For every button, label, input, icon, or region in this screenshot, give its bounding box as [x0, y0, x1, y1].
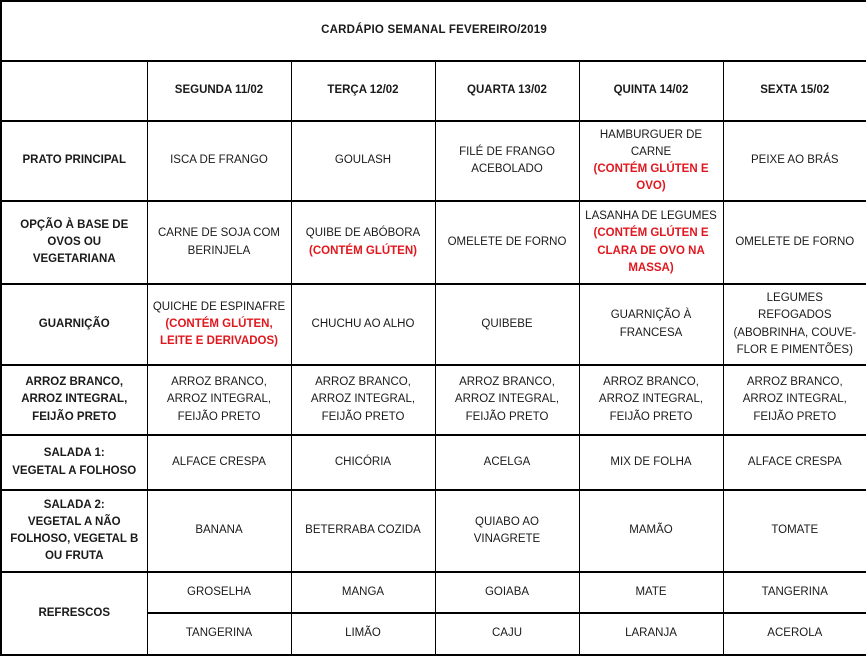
corner-cell — [0, 60, 148, 122]
menu-cell: GOULASH — [290, 120, 436, 202]
row-label-salada-2: SALADA 2: VEGETAL A NÃO FOLHOSO, VEGETAL … — [0, 489, 148, 573]
menu-cell: TOMATE — [722, 489, 866, 573]
menu-cell: MIX DE FOLHA — [578, 434, 724, 491]
menu-cell: OMELETE DE FORNO — [722, 200, 866, 285]
table-row: OPÇÃO À BASE DE OVOS OU VEGETARIANA CARN… — [0, 200, 866, 285]
menu-cell: ARROZ BRANCO, ARROZ INTEGRAL, FEIJÃO PRE… — [434, 364, 580, 436]
menu-cell: TANGERINA — [722, 571, 866, 614]
menu-cell: ARROZ BRANCO, ARROZ INTEGRAL, FEIJÃO PRE… — [722, 364, 866, 436]
menu-cell: ARROZ BRANCO, ARROZ INTEGRAL, FEIJÃO PRE… — [578, 364, 724, 436]
menu-cell: LASANHA DE LEGUMES (CONTÉM GLÚTEN E CLARA… — [578, 200, 724, 285]
column-header-terca: TERÇA 12/02 — [290, 60, 436, 122]
menu-cell: ALFACE CRESPA — [722, 434, 866, 491]
menu-cell: MAMÃO — [578, 489, 724, 573]
row-label-salada-1: SALADA 1: VEGETAL A FOLHOSO — [0, 434, 148, 491]
table-row: ARROZ BRANCO, ARROZ INTEGRAL, FEIJÃO PRE… — [0, 364, 866, 436]
column-header-quinta: QUINTA 14/02 — [578, 60, 724, 122]
menu-cell: ACEROLA — [722, 612, 866, 656]
table-row: REFRESCOS GROSELHA MANGA GOIABA MATE TAN… — [0, 571, 866, 656]
allergen-note: (CONTÉM GLÚTEN, LEITE E DERIVADOS) — [160, 317, 278, 348]
menu-cell: MATE — [578, 571, 724, 614]
column-header-quarta: QUARTA 13/02 — [434, 60, 580, 122]
column-header-sexta: SEXTA 15/02 — [722, 60, 866, 122]
header-row: SEGUNDA 11/02 TERÇA 12/02 QUARTA 13/02 Q… — [0, 60, 866, 122]
menu-cell: MANGA — [290, 571, 436, 614]
menu-cell: ARROZ BRANCO, ARROZ INTEGRAL, FEIJÃO PRE… — [290, 364, 436, 436]
table-row: SALADA 2: VEGETAL A NÃO FOLHOSO, VEGETAL … — [0, 489, 866, 573]
menu-cell: CHICÓRIA — [290, 434, 436, 491]
menu-cell: BETERRABA COZIDA — [290, 489, 436, 573]
menu-cell: GROSELHA — [146, 571, 292, 614]
menu-cell: OMELETE DE FORNO — [434, 200, 580, 285]
table-row: GUARNIÇÃO QUICHE DE ESPINAFRE (CONTÉM GLÚ… — [0, 283, 866, 366]
menu-cell: CAJU — [434, 612, 580, 656]
menu-cell: CARNE DE SOJA COM BERINJELA — [146, 200, 292, 285]
column-header-segunda: SEGUNDA 11/02 — [146, 60, 292, 122]
menu-cell: QUIABO AO VINAGRETE — [434, 489, 580, 573]
menu-cell: LIMÃO — [290, 612, 436, 656]
row-label-prato-principal: PRATO PRINCIPAL — [0, 120, 148, 202]
menu-cell: QUIBEBE — [434, 283, 580, 366]
allergen-note: (CONTÉM GLÚTEN) — [309, 244, 417, 257]
menu-cell: ACELGA — [434, 434, 580, 491]
menu-cell: QUIBE DE ABÓBORA (CONTÉM GLÚTEN) — [290, 200, 436, 285]
table-row: TANGERINA LIMÃO CAJU LARANJA ACEROLA — [1, 612, 866, 656]
row-label-guarnicao: GUARNIÇÃO — [0, 283, 148, 366]
menu-cell: PEIXE AO BRÁS — [722, 120, 866, 202]
table-row: SALADA 1: VEGETAL A FOLHOSO ALFACE CRESPA… — [0, 434, 866, 491]
row-label-opcao-vegetariana: OPÇÃO À BASE DE OVOS OU VEGETARIANA — [0, 200, 148, 285]
menu-cell: LEGUMES REFOGADOS (ABOBRINHA, COUVE-FLOR… — [722, 283, 866, 366]
table-row: PRATO PRINCIPAL ISCA DE FRANGO GOULASH F… — [0, 120, 866, 202]
allergen-note: (CONTÉM GLÚTEN E OVO) — [593, 163, 709, 193]
menu-cell: GUARNIÇÃO À FRANCESA — [578, 283, 724, 366]
menu-cell: GOIABA — [434, 571, 580, 614]
menu-cell: TANGERINA — [146, 612, 292, 656]
menu-cell: CHUCHU AO ALHO — [290, 283, 436, 366]
menu-cell: LARANJA — [578, 612, 724, 656]
menu-cell: ALFACE CRESPA — [146, 434, 292, 491]
page-title: CARDÁPIO SEMANAL FEVEREIRO/2019 — [0, 0, 866, 62]
menu-cell: ISCA DE FRANGO — [146, 120, 292, 202]
menu-cell: ARROZ BRANCO, ARROZ INTEGRAL, FEIJÃO PRE… — [146, 364, 292, 436]
menu-cell: FILÉ DE FRANGO ACEBOLADO — [434, 120, 580, 202]
allergen-note: (CONTÉM GLÚTEN E CLARA DE OVO NA MASSA) — [593, 227, 709, 274]
row-label-refrescos: REFRESCOS — [0, 571, 148, 656]
menu-cell: BANANA — [146, 489, 292, 573]
menu-cell: QUICHE DE ESPINAFRE (CONTÉM GLÚTEN, LEITE… — [146, 283, 292, 366]
row-label-arroz-feijao: ARROZ BRANCO, ARROZ INTEGRAL, FEIJÃO PRE… — [0, 364, 148, 436]
menu-cell: HAMBURGUER DE CARNE (CONTÉM GLÚTEN E OVO) — [578, 120, 724, 202]
